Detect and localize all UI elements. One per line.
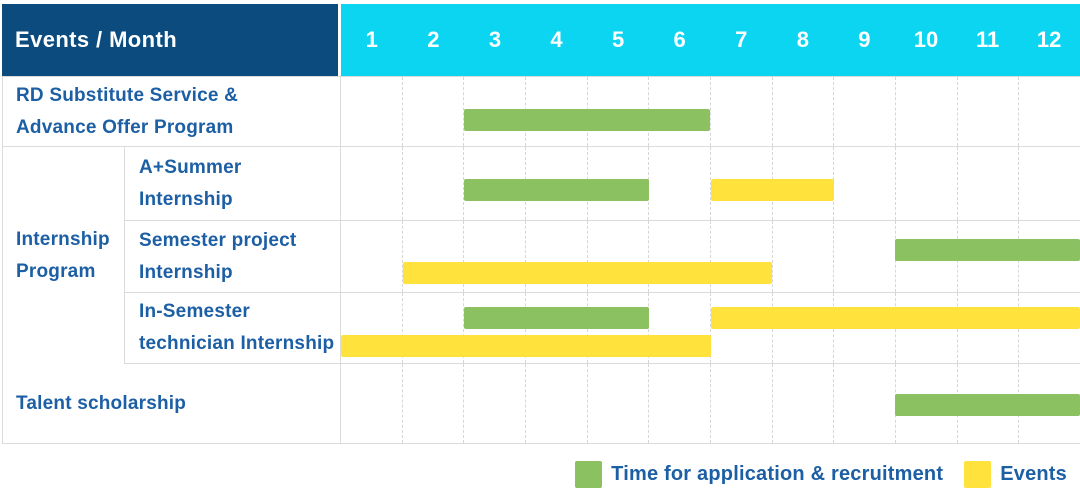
month-column [710,77,772,146]
month-header-cell: 11 [975,27,1000,52]
month-column [833,221,895,292]
legend-label: Events [1000,463,1067,485]
table-row: A+Summer Internship [125,147,1080,221]
month-column [833,147,895,220]
month-header-cell: 5 [611,27,625,52]
group-block: Internship Program A+Summer Internship Sem… [3,147,1080,364]
month-column [895,77,957,146]
month-column [401,221,464,292]
row-label: Talent scholarship [3,364,341,443]
gantt-bar-event [341,335,711,357]
month-column [341,221,402,292]
month-column [586,221,649,292]
month-grid [341,364,1080,443]
month-column [710,221,772,292]
group-subrows: A+Summer Internship Semester project Inte… [125,147,1080,364]
legend-swatch-application [575,461,603,488]
month-column [648,364,710,443]
month-column [648,221,710,292]
header-gap [338,4,341,76]
month-column [1018,77,1080,146]
month-column [463,221,525,292]
month-column [341,364,402,443]
legend: Time for application & recruitment Events [0,461,1067,488]
gantt-bar-application [464,179,649,201]
month-column [401,364,464,443]
month-column [833,364,895,443]
month-header-cell: 4 [550,27,563,52]
month-grid [341,147,1080,220]
month-header-cell: 6 [673,27,686,52]
month-column [648,147,710,220]
group-label: Internship Program [3,147,125,364]
table-body: RD Substitute Service & Advance Offer Pr… [2,76,1080,444]
month-header-cell: 1 [365,27,378,52]
legend-label: Time for application & recruitment [611,463,944,485]
month-column [771,77,834,146]
row-label: Semester project Internship [125,221,341,292]
month-header-cell: 8 [796,27,809,52]
table-row: RD Substitute Service & Advance Offer Pr… [3,77,1080,147]
month-grid [341,77,1080,146]
gantt-bar-event [710,179,834,201]
legend-item: Time for application & recruitment [575,461,943,488]
row-label: A+Summer Internship [125,147,341,220]
month-column [771,364,834,443]
row-label: In-Semester technician Internship [125,293,341,363]
month-column [710,364,772,443]
month-column [463,293,525,363]
month-header-cell: 2 [427,27,440,52]
month-column [771,221,834,292]
table-header-row: Events / Month 1 2 3 4 5 6 7 8 9 10 11 12 [2,4,1080,76]
month-column [586,364,649,443]
month-header-cell: 10 [913,27,939,52]
month-column [525,364,587,443]
gantt-bar-event [710,307,1080,329]
table-row: Talent scholarship [3,364,1080,444]
month-column [401,77,464,146]
table-row: In-Semester technician Internship [125,293,1080,364]
month-column [463,77,525,146]
month-header-cell: 7 [735,27,748,52]
month-column [956,147,1019,220]
month-header: 1 2 3 4 5 6 7 8 9 10 11 12 [341,4,1080,76]
row-label: RD Substitute Service & Advance Offer Pr… [3,77,341,146]
corner-header: Events / Month [2,4,338,76]
month-column [1018,147,1080,220]
gantt-bar-application [464,307,649,329]
month-column [401,147,464,220]
month-column [833,77,895,146]
month-column [341,77,402,146]
month-column [401,293,464,363]
month-column [463,364,525,443]
month-header-cell: 9 [858,27,871,52]
month-header-cell: 3 [488,27,502,52]
month-column [525,221,587,292]
gantt-bar-event [402,262,773,284]
gantt-bar-application [895,239,1080,261]
gantt-bar-application [464,109,711,131]
month-column [463,147,525,220]
month-grid [341,293,1080,363]
month-column [895,147,957,220]
legend-item: Events [964,461,1067,488]
legend-swatch-event [964,461,992,488]
month-column [648,293,710,363]
table-row: Semester project Internship [125,221,1080,293]
gantt-bar-application [895,394,1080,416]
month-header-cell: 12 [1036,27,1062,52]
events-table: Events / Month 1 2 3 4 5 6 7 8 9 10 11 12 RD Substi… [2,4,1080,444]
month-column [341,147,402,220]
month-column [956,77,1019,146]
month-grid [341,221,1080,292]
